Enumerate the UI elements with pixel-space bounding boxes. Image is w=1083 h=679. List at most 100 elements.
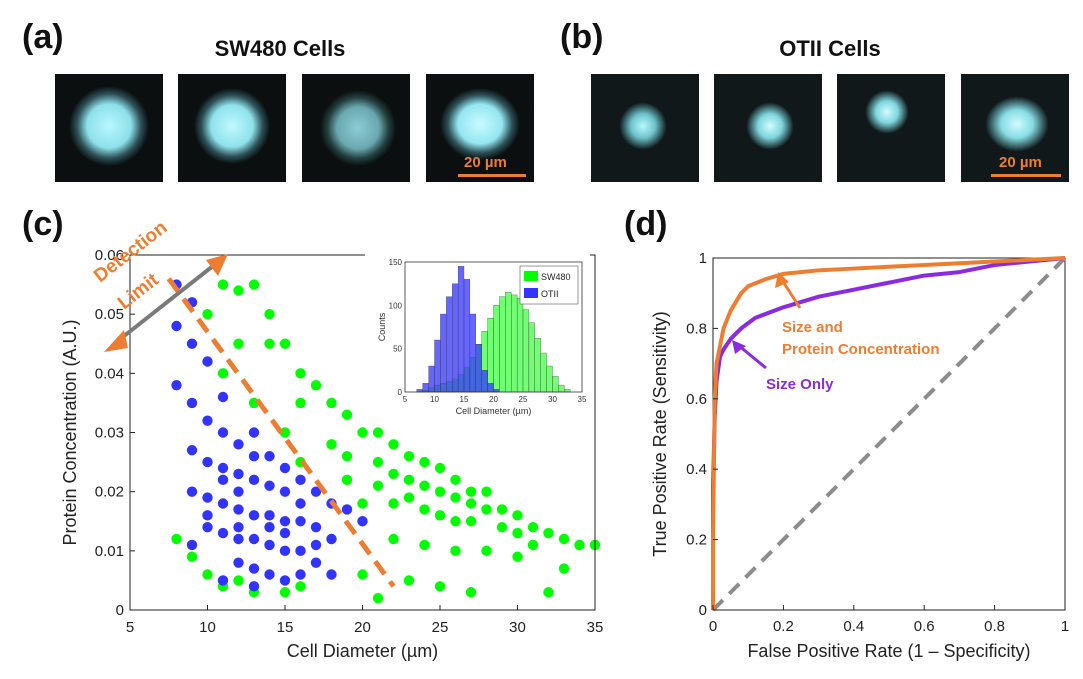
scale-bar-label-a: 20 µm bbox=[464, 154, 507, 171]
size-only-label: Size Only bbox=[766, 376, 834, 393]
scatter-point bbox=[217, 575, 229, 586]
scatter-point bbox=[450, 492, 461, 503]
scatter-point bbox=[264, 539, 275, 551]
scatter-point bbox=[295, 498, 306, 509]
scatter-point bbox=[527, 539, 539, 551]
limit-label: Limit bbox=[114, 269, 163, 314]
panel-label-d: (d) bbox=[624, 205, 668, 243]
scatter-point bbox=[326, 569, 337, 580]
scatter-point bbox=[171, 379, 182, 391]
x-tick-label: 20 bbox=[354, 619, 371, 636]
scatter-point bbox=[248, 533, 260, 545]
scatter-point bbox=[233, 468, 244, 480]
scatter-x-axis-title: Cell Diameter (µm) bbox=[287, 641, 438, 661]
scatter-point bbox=[326, 397, 337, 409]
inset-x-axis-title: Cell Diameter (µm) bbox=[456, 406, 532, 416]
otii-cell-image-1 bbox=[591, 74, 699, 182]
inset-x-tick-label: 15 bbox=[460, 395, 469, 404]
scatter-point bbox=[279, 338, 291, 349]
inset-y-axis-title: Counts bbox=[377, 312, 387, 341]
scatter-point bbox=[326, 439, 337, 450]
inset-x-tick-label: 10 bbox=[430, 395, 439, 404]
scatter-point bbox=[419, 504, 430, 515]
scatter-point bbox=[372, 480, 384, 491]
scatter-point bbox=[217, 279, 229, 290]
scatter-point bbox=[233, 533, 244, 545]
scatter-point bbox=[279, 527, 291, 539]
inset-bar bbox=[516, 298, 524, 393]
scatter-point bbox=[295, 569, 306, 580]
scatter-point bbox=[388, 498, 399, 509]
sw480-cell-image-4: 20 µm bbox=[426, 74, 534, 182]
x-tick-label: 15 bbox=[277, 619, 294, 636]
inset-bar bbox=[422, 383, 429, 393]
scatter-point bbox=[279, 427, 291, 438]
scatter-point bbox=[310, 557, 322, 568]
scatter-point bbox=[481, 486, 492, 497]
inset-bar bbox=[446, 296, 453, 393]
inset-bar bbox=[481, 370, 488, 393]
scatter-point bbox=[403, 474, 415, 486]
y-tick-label: 0.04 bbox=[95, 365, 124, 382]
inset-bar bbox=[469, 313, 476, 393]
scatter-point bbox=[233, 521, 244, 533]
scatter-point bbox=[264, 521, 275, 533]
roc-y-tick-label: 0.4 bbox=[686, 461, 707, 478]
scatter-point bbox=[295, 516, 306, 527]
scatter-point bbox=[186, 338, 198, 349]
scatter-point bbox=[434, 581, 446, 592]
scatter-point bbox=[481, 545, 492, 557]
scatter-point bbox=[341, 474, 353, 486]
scatter-point bbox=[310, 379, 322, 391]
scatter-point bbox=[357, 516, 368, 527]
y-tick-label: 0.03 bbox=[95, 425, 124, 442]
inset-y-tick-label: 100 bbox=[389, 301, 403, 310]
scatter-point bbox=[233, 557, 244, 568]
scatter-point bbox=[512, 527, 523, 539]
inset-legend-label: SW480 bbox=[541, 272, 571, 282]
scatter-point bbox=[295, 397, 306, 409]
otii-cell-image-2 bbox=[714, 74, 822, 182]
scatter-point bbox=[512, 510, 523, 521]
scatter-point bbox=[171, 320, 182, 332]
scatter-point bbox=[233, 486, 244, 497]
x-tick-label: 5 bbox=[126, 619, 134, 636]
scatter-point bbox=[202, 415, 213, 426]
scatter-point bbox=[186, 397, 198, 409]
scatter-point bbox=[496, 504, 508, 515]
inset-series-otii bbox=[416, 266, 500, 393]
scatter-point bbox=[558, 533, 570, 545]
scatter-point bbox=[295, 368, 306, 379]
panel-label-a: (a) bbox=[22, 18, 64, 56]
scatter-point bbox=[465, 486, 477, 497]
y-tick-label: 0 bbox=[116, 602, 124, 619]
inset-x-tick-label: 5 bbox=[403, 395, 408, 404]
scatter-point bbox=[202, 510, 213, 521]
scatter-point bbox=[279, 575, 291, 586]
inset-bar bbox=[546, 365, 553, 393]
size-protein-label-line1: Size and bbox=[782, 319, 843, 336]
y-tick-label: 0.01 bbox=[95, 543, 124, 560]
scatter-point bbox=[233, 338, 244, 349]
scatter-point bbox=[403, 575, 415, 586]
inset-bar bbox=[528, 322, 535, 393]
scatter-point bbox=[217, 391, 229, 403]
roc-y-tick-label: 0.6 bbox=[686, 391, 707, 408]
scatter-point bbox=[171, 533, 182, 545]
size-only-arrow-shaft bbox=[737, 343, 767, 370]
scatter-point bbox=[186, 551, 198, 562]
scatter-point bbox=[233, 575, 244, 586]
scatter-point bbox=[248, 563, 260, 574]
detection-arrow-shaft bbox=[112, 260, 220, 346]
scatter-point bbox=[388, 468, 399, 480]
scatter-point bbox=[310, 521, 322, 533]
scatter-point bbox=[403, 492, 415, 503]
scatter-point bbox=[279, 486, 291, 497]
x-tick-label: 10 bbox=[199, 619, 216, 636]
scatter-point bbox=[217, 427, 229, 438]
inset-x-tick-label: 30 bbox=[548, 395, 557, 404]
scatter-point bbox=[310, 539, 322, 551]
sw480-cell-image-3 bbox=[302, 74, 410, 182]
scatter-point bbox=[372, 456, 384, 468]
